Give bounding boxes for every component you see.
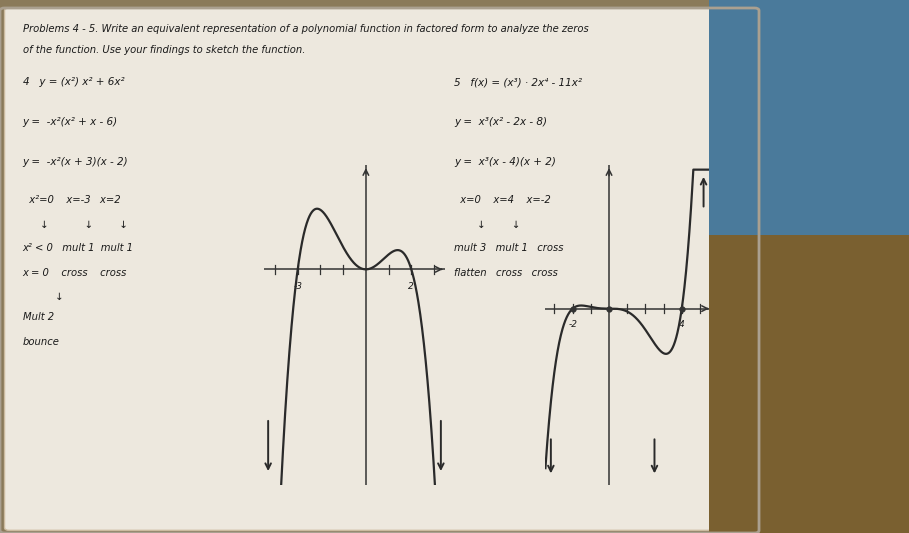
- Text: 4   y = (x²) x² + 6x²: 4 y = (x²) x² + 6x²: [23, 77, 125, 87]
- Text: 5   f(x) = (x³) · 2x⁴ - 11x²: 5 f(x) = (x³) · 2x⁴ - 11x²: [454, 77, 583, 87]
- Text: -2: -2: [568, 320, 577, 329]
- Text: mult 3   mult 1   cross: mult 3 mult 1 cross: [454, 243, 564, 253]
- Text: 4: 4: [679, 320, 684, 329]
- Text: bounce: bounce: [23, 337, 60, 347]
- Text: y =  x³(x² - 2x - 8): y = x³(x² - 2x - 8): [454, 117, 547, 127]
- Text: x² < 0   mult 1  mult 1: x² < 0 mult 1 mult 1: [23, 243, 134, 253]
- Text: 2: 2: [408, 282, 415, 292]
- Text: Problems 4 - 5. Write an equivalent representation of a polynomial function in f: Problems 4 - 5. Write an equivalent repr…: [23, 24, 588, 34]
- Text: y =  -x²(x + 3)(x - 2): y = -x²(x + 3)(x - 2): [23, 157, 128, 167]
- Text: x²=0    x=-3   x=2: x²=0 x=-3 x=2: [23, 195, 120, 205]
- Text: ↓: ↓: [55, 292, 64, 302]
- Text: -3: -3: [294, 282, 302, 292]
- Text: y =  -x²(x² + x - 6): y = -x²(x² + x - 6): [23, 117, 118, 127]
- Text: ↓           ↓        ↓: ↓ ↓ ↓: [27, 220, 128, 230]
- Text: x = 0    cross    cross: x = 0 cross cross: [23, 268, 127, 278]
- Text: flatten   cross   cross: flatten cross cross: [454, 268, 558, 278]
- Text: of the function. Use your findings to sketch the function.: of the function. Use your findings to sk…: [23, 45, 305, 55]
- Text: x=0    x=4    x=-2: x=0 x=4 x=-2: [454, 195, 551, 205]
- Text: y =  x³(x - 4)(x + 2): y = x³(x - 4)(x + 2): [454, 157, 556, 167]
- Text: Mult 2: Mult 2: [23, 312, 54, 322]
- Text: ↓        ↓: ↓ ↓: [464, 220, 520, 230]
